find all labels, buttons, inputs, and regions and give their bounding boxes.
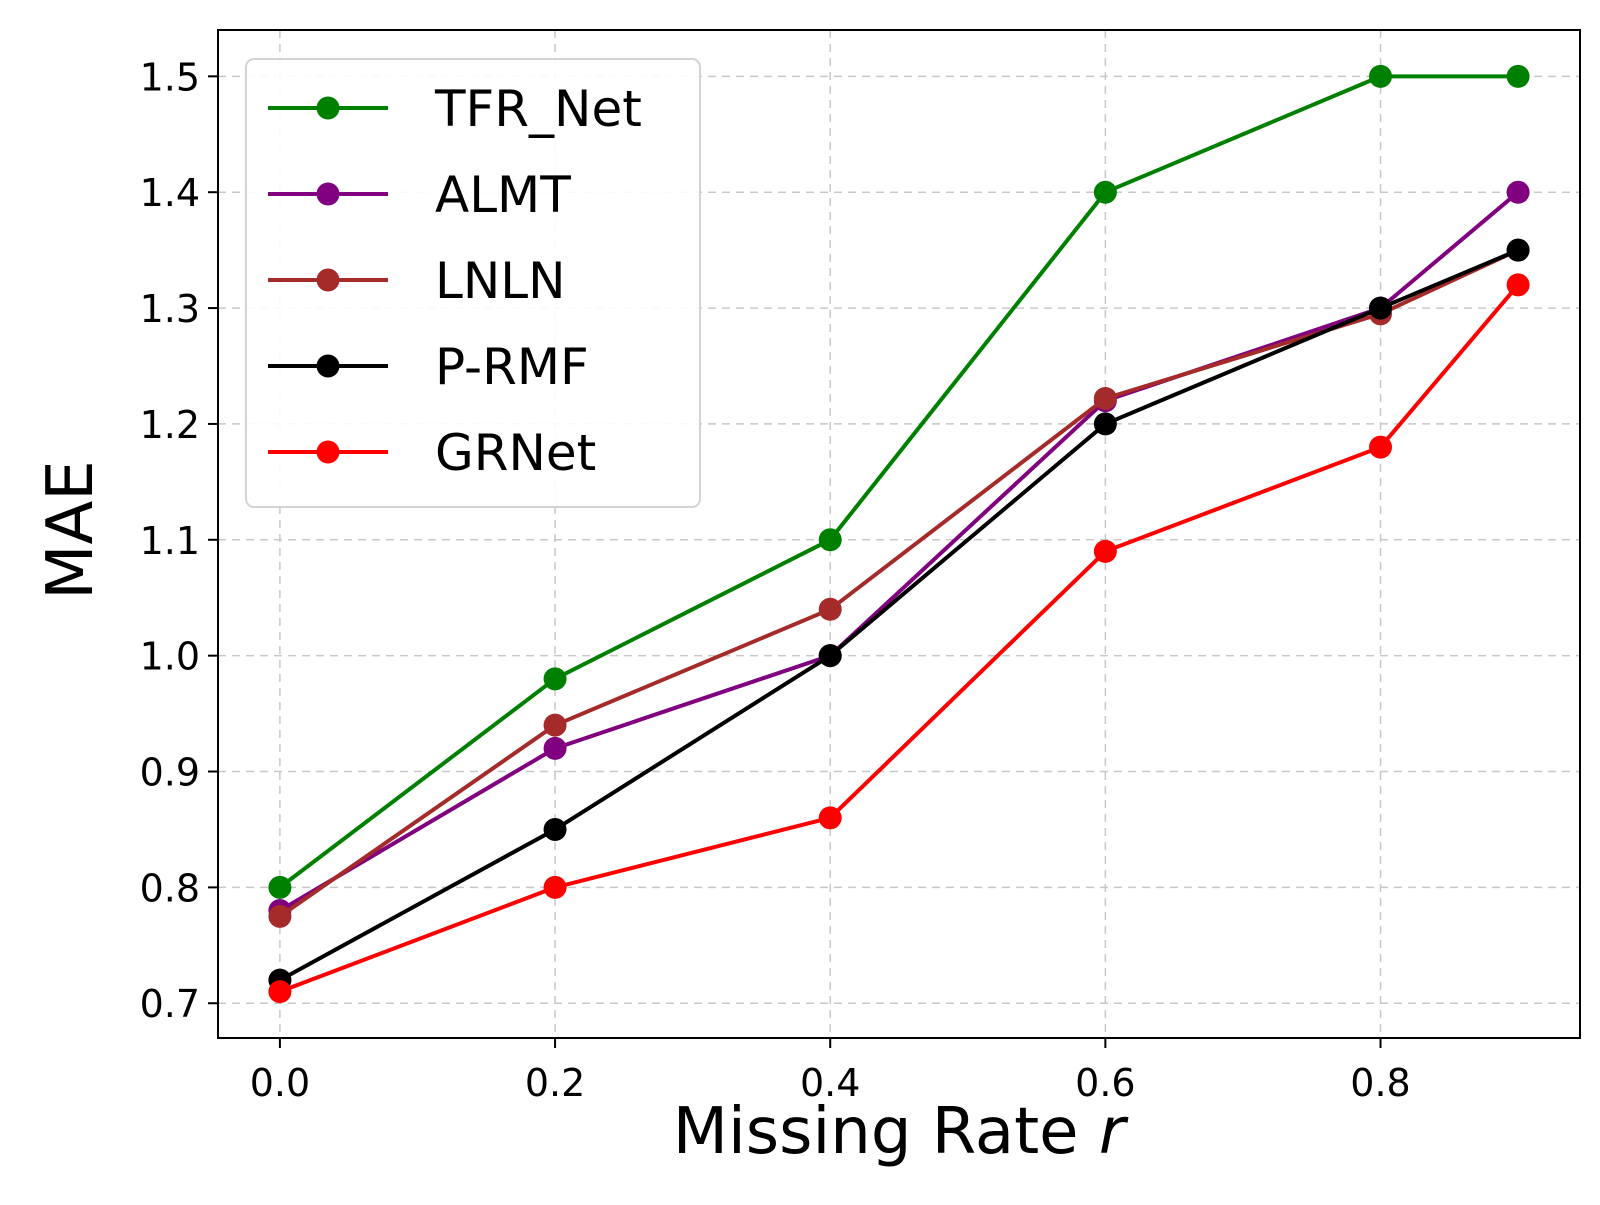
series-line [278,190,1520,913]
x-tick-label: 0.0 [250,1061,310,1105]
data-point [1093,539,1117,563]
data-point [543,817,567,841]
data-point [1369,435,1393,459]
data-point [1506,238,1530,262]
legend-label: TFR_Net [434,80,642,138]
data-point [543,875,567,899]
y-tick-label: 0.7 [140,982,200,1026]
series-grnet [268,273,1530,1004]
y-axis-title: MAE [34,460,108,599]
legend: TFR_Net ALMT LNLN P-RMF GRNet [245,58,701,508]
y-tick-label: 0.9 [140,751,200,795]
legend-label: GRNet [435,424,596,482]
y-tick-label: 0.8 [140,866,200,910]
data-point [1093,180,1117,204]
data-point [818,806,842,830]
data-point [268,875,292,899]
plot-frame [217,29,1581,1039]
x-tick-label: 0.2 [525,1061,585,1105]
x-tick-label: 0.8 [1350,1061,1410,1105]
legend-label: P-RMF [435,338,589,396]
data-point [543,713,567,737]
data-point [1369,64,1393,88]
series-line [278,248,1519,918]
legend-item: TFR_Net [268,80,642,138]
series-p-rmf [268,238,1530,992]
y-tick-label: 1.2 [140,403,200,447]
data-point [1093,386,1117,410]
series-line [278,248,1519,982]
legend-item: P-RMF [268,338,589,396]
data-point [1506,273,1530,297]
y-tick-label: 1.4 [140,171,200,215]
series-line [279,283,1520,994]
legend-marker [316,182,340,206]
data-point [1093,412,1117,436]
data-point [268,904,292,928]
x-tick-label: 0.4 [800,1061,860,1105]
legend-box [245,58,701,508]
legend-marker [316,440,340,464]
legend-marker [316,268,340,292]
data-point [1369,296,1393,320]
data-point [1506,180,1530,204]
legend-item: ALMT [268,166,571,224]
legend-item: LNLN [268,252,566,310]
data-point [818,644,842,668]
legend-label: ALMT [435,166,571,224]
series-line [278,74,1519,889]
legend-marker [316,354,340,378]
x-axis-title-text: Missing Rate [673,1095,1079,1169]
data-point [543,667,567,691]
tick-layer: 0.0 0.2 0.4 0.6 0.8 0.7 0.8 0.9 1.0 1.1 1.2 1.3 1.4 1… [140,55,1411,1105]
y-tick-label: 1.3 [140,287,200,331]
y-tick-label: 1.0 [140,635,200,679]
data-point [818,528,842,552]
x-axis-title: Missing Rate r [673,1095,1129,1169]
x-tick-label: 0.6 [1075,1061,1135,1105]
series-layer [268,64,1530,1004]
data-point [1506,64,1530,88]
data-point [543,736,567,760]
x-axis-title-variable: r [1099,1095,1129,1169]
y-tick-label: 1.5 [140,55,200,99]
legend-label: LNLN [435,252,566,310]
data-point [818,597,842,621]
legend-item: GRNet [268,424,596,482]
data-point [268,980,292,1004]
legend-marker [316,96,340,120]
series-tfr-net [268,64,1530,899]
y-tick-label: 1.1 [140,519,200,563]
